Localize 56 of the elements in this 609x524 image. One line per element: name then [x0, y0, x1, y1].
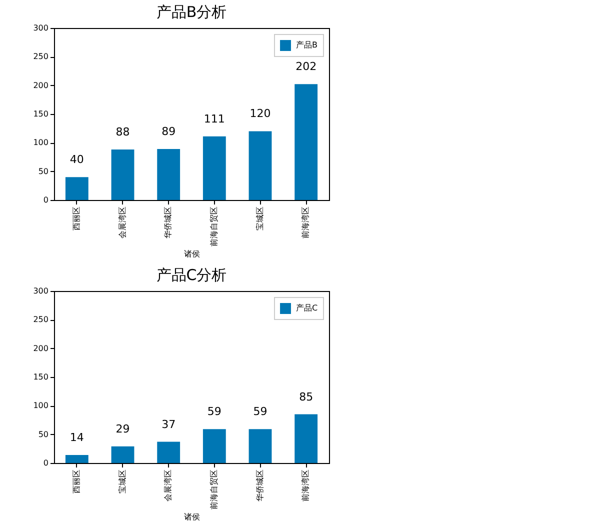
bar	[248, 131, 272, 200]
data-label: 59	[253, 405, 268, 418]
x-tick-label: 宝城区	[118, 470, 127, 494]
chart-title: 产品C分析	[156, 266, 227, 284]
data-label: 88	[116, 126, 130, 139]
bar	[202, 136, 226, 200]
bar	[111, 446, 134, 463]
bar	[157, 148, 180, 200]
bar	[157, 442, 180, 463]
legend-label: 产品C	[296, 304, 318, 312]
data-label: 14	[70, 430, 84, 444]
x-axis-title: 诸侯	[184, 250, 200, 258]
bar	[202, 429, 226, 463]
y-tick-label: 250	[33, 52, 48, 62]
chart-title: 产品B分析	[156, 3, 227, 21]
y-tick-label: 200	[33, 80, 48, 90]
x-tick-label: 西丽区	[72, 470, 81, 494]
data-label: 111	[204, 112, 225, 126]
x-tick-label: 前海自贸区	[209, 470, 218, 510]
y-tick-label: 200	[33, 344, 48, 353]
x-tick-label: 会展湾区	[164, 470, 173, 502]
y-tick-label: 300	[33, 24, 48, 32]
x-tick-label: 前海自贸区	[209, 206, 218, 246]
x-tick-label: 西丽区	[72, 206, 81, 230]
x-tick-label: 华侨城区	[255, 470, 264, 502]
data-label: 40	[70, 153, 84, 166]
data-label: 89	[162, 124, 176, 138]
x-tick-label: 前海湾区	[301, 470, 310, 502]
data-label: 202	[296, 60, 317, 74]
y-tick-label: 150	[33, 372, 48, 382]
bar	[65, 177, 88, 200]
y-tick-label: 50	[38, 430, 48, 439]
y-tick-label: 0	[43, 196, 48, 204]
y-tick-label: 150	[33, 110, 48, 118]
y-tick-label: 50	[38, 166, 48, 176]
legend-label: 产品B	[296, 40, 318, 50]
data-label: 120	[250, 107, 271, 120]
data-label: 85	[299, 390, 314, 404]
bar	[65, 454, 88, 463]
x-tick-label: 会展湾区	[118, 206, 127, 238]
bar	[248, 429, 272, 463]
data-label: 59	[207, 405, 222, 418]
data-label: 29	[116, 422, 130, 436]
x-axis-title: 诸侯	[184, 512, 200, 522]
y-tick-label: 100	[33, 401, 48, 410]
y-tick-label: 0	[43, 458, 48, 468]
y-tick-label: 250	[33, 315, 48, 324]
bar	[111, 150, 134, 200]
bar	[294, 414, 318, 463]
data-label: 37	[162, 418, 176, 431]
x-tick-label: 华侨城区	[164, 206, 173, 238]
bar	[294, 84, 318, 200]
x-tick-label: 宝城区	[255, 206, 264, 230]
y-tick-label: 100	[33, 138, 48, 148]
y-tick-label: 300	[33, 286, 48, 296]
x-tick-label: 前海湾区	[301, 206, 310, 238]
